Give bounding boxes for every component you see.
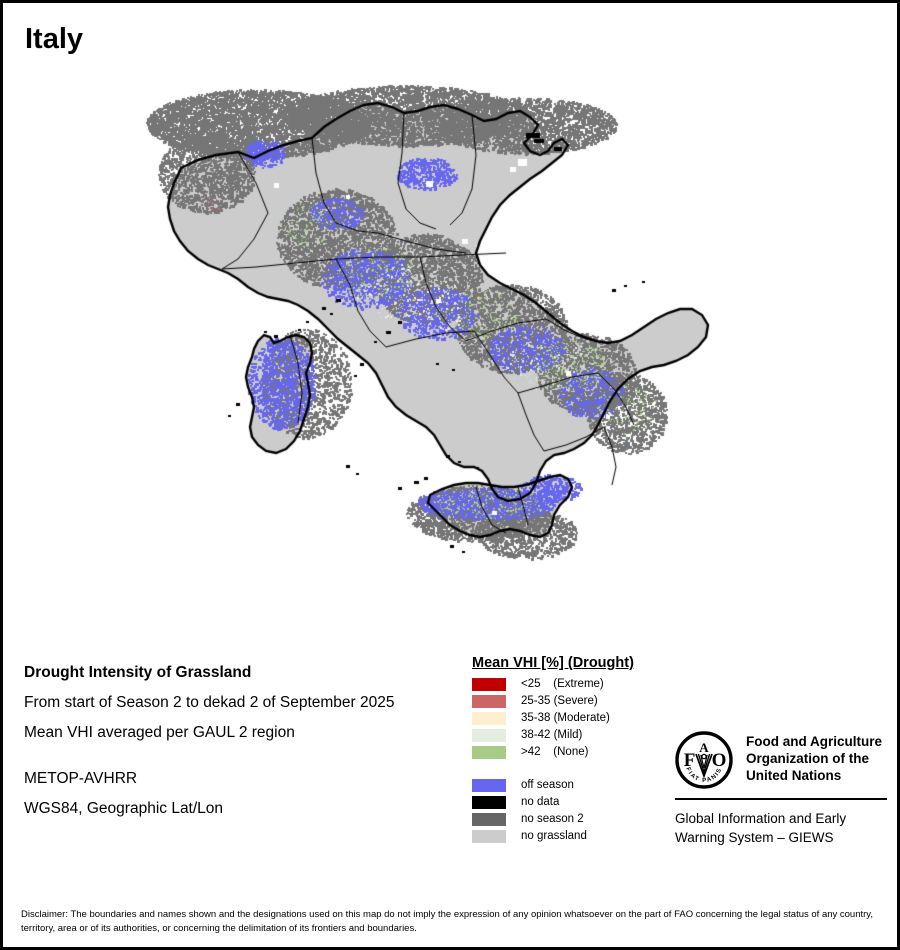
legend-swatch-mild [472, 729, 506, 742]
svg-text:F: F [684, 750, 696, 771]
legend-swatch-severe [472, 695, 506, 708]
fao-system-line-2: Warning System – GIEWS [675, 830, 834, 845]
fao-org-line-3: United Nations [746, 768, 842, 783]
legend-swatch-none [472, 746, 506, 759]
caption-sensor: METOP-AVHRR [24, 770, 138, 787]
legend-item-no-grassland: no grassland [472, 828, 682, 845]
caption-line-3: Mean VHI averaged per GAUL 2 region [24, 724, 295, 741]
legend-label-mild: 38-42 (Mild) [521, 729, 583, 741]
fao-system-line-1: Global Information and Early [675, 811, 847, 826]
caption-projection: WGS84, Geographic Lat/Lon [24, 800, 224, 817]
fao-org-line-2: Organization of the [746, 751, 869, 766]
legend-swatch-no-grassland [472, 830, 506, 843]
svg-text:A: A [699, 740, 709, 755]
legend-label-extreme: <25 (Extreme) [521, 678, 604, 690]
fao-organization-name: Food and Agriculture Organization of the… [746, 731, 882, 784]
legend-label-moderate: 35-38 (Moderate) [521, 712, 610, 724]
legend-label-no-data: no data [521, 796, 560, 808]
legend-spacer [472, 761, 682, 777]
legend-label-no-season-2: no season 2 [521, 813, 584, 825]
fao-divider [675, 798, 887, 800]
legend-title: Mean VHI [%] (Drought) [472, 655, 634, 671]
caption-line-1: Drought Intensity of Grassland [24, 664, 252, 681]
legend-swatch-extreme [472, 678, 506, 691]
legend-item-severe: 25-35 (Severe) [472, 693, 682, 710]
caption-line-2: From start of Season 2 to dekad 2 of Sep… [24, 694, 395, 711]
legend-swatch-no-data [472, 796, 506, 809]
map-legend: Mean VHI [%] (Drought) <25 (Extreme) 25-… [472, 655, 682, 845]
fao-logo-icon: F A O FIAT PANIS [675, 731, 733, 789]
legend-item-moderate: 35-38 (Moderate) [472, 710, 682, 727]
legend-item-none: >42 (None) [472, 744, 682, 761]
fao-system-name: Global Information and Early Warning Sys… [675, 809, 887, 847]
italy-map-canvas [6, 63, 897, 643]
map-figure [6, 63, 897, 643]
fao-branding: F A O FIAT PANIS Food and Agriculture Or… [675, 731, 887, 847]
legend-label-none: >42 (None) [521, 746, 589, 758]
map-caption: Drought Intensity of Grassland From star… [24, 658, 464, 824]
legend-swatch-moderate [472, 712, 506, 725]
legend-label-severe: 25-35 (Severe) [521, 695, 598, 707]
legend-swatch-no-season-2 [472, 813, 506, 826]
legend-item-no-data: no data [472, 794, 682, 811]
legend-item-no-season-2: no season 2 [472, 811, 682, 828]
legend-swatch-off-season [472, 779, 506, 792]
fao-org-line-1: Food and Agriculture [746, 734, 882, 749]
legend-item-extreme: <25 (Extreme) [472, 676, 682, 693]
svg-text:O: O [712, 750, 727, 771]
caption-gap [24, 748, 464, 764]
legend-item-mild: 38-42 (Mild) [472, 727, 682, 744]
page-title: Italy [25, 23, 84, 55]
legend-label-off-season: off season [521, 779, 574, 791]
legend-item-off-season: off season [472, 777, 682, 794]
disclaimer-text: Disclaimer: The boundaries and names sho… [21, 909, 873, 934]
fao-emblem-svg: F A O FIAT PANIS [675, 731, 733, 789]
fao-logo-row: F A O FIAT PANIS Food and Agriculture Or… [675, 731, 887, 789]
legend-label-no-grassland: no grassland [521, 830, 587, 842]
